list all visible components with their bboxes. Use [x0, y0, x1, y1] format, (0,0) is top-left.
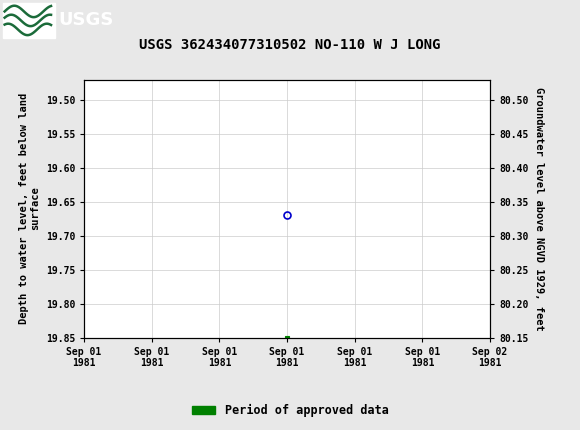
Y-axis label: Depth to water level, feet below land
surface: Depth to water level, feet below land su… [19, 93, 40, 324]
Text: USGS: USGS [58, 12, 113, 29]
Y-axis label: Groundwater level above NGVD 1929, feet: Groundwater level above NGVD 1929, feet [534, 87, 544, 330]
FancyBboxPatch shape [3, 3, 55, 37]
Legend: Period of approved data: Period of approved data [187, 399, 393, 422]
Text: USGS 362434077310502 NO-110 W J LONG: USGS 362434077310502 NO-110 W J LONG [139, 38, 441, 52]
